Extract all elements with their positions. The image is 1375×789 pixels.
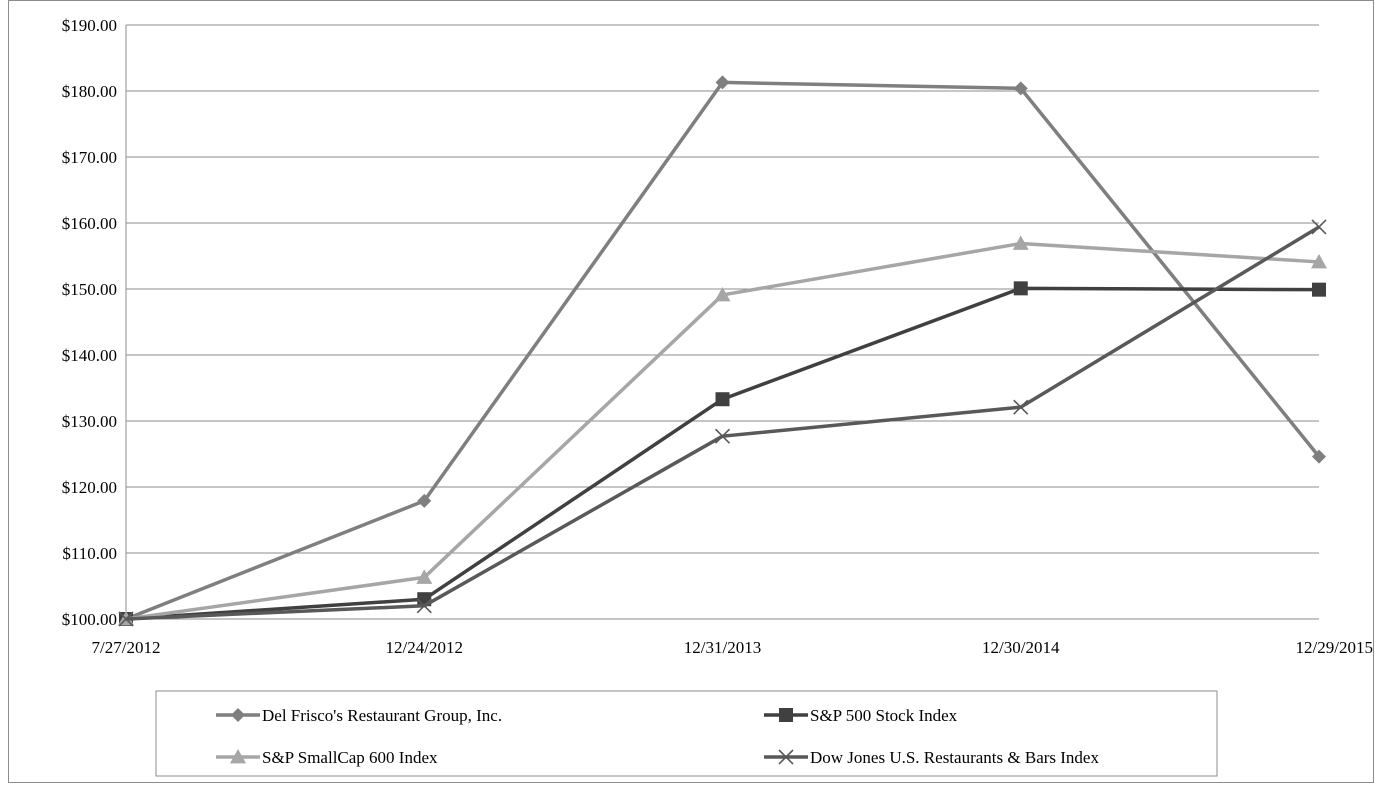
data-point [417,493,432,508]
x-tick-label: 12/29/2015 [1296,638,1373,657]
x-tick-label: 12/31/2013 [684,638,761,657]
x-axis: 7/27/2012 12/24/2012 12/31/2013 12/30/2014 1… [92,638,1373,657]
data-point [1013,281,1028,296]
y-tick-label: $190.00 [62,16,117,35]
legend-label: S&P 500 Stock Index [810,706,958,725]
line-chart: $100.00 $110.00 $120.00 $130.00 $140.00 $150.… [62,16,1373,777]
y-tick-label: $110.00 [62,544,117,563]
legend-item: Dow Jones U.S. Restaurants & Bars Index [764,748,1099,767]
series-3 [118,219,1327,627]
data-point [1312,449,1326,464]
data-point [416,569,433,584]
legend-marker [778,749,794,765]
x-marker-stroke [118,611,134,627]
series-0 [119,75,1326,626]
y-axis: $100.00 $110.00 $120.00 $130.00 $140.00 $150.… [62,16,127,629]
y-tick-label: $130.00 [62,412,117,431]
series-line [125,286,1320,621]
data-point [1013,81,1028,96]
data-point [1311,253,1327,269]
legend-marker [231,708,245,722]
legend-marker [230,749,246,764]
data-point [1012,235,1029,250]
y-tick-label: $140.00 [62,346,117,365]
x-marker-stroke [714,428,731,444]
series-2 [118,235,1327,626]
data-point [715,75,730,90]
legend: Del Frisco's Restaurant Group, Inc. S&P 5… [155,690,1218,777]
x-marker-stroke [1013,399,1029,415]
y-tick-label: $170.00 [62,148,117,167]
y-tick-label: $180.00 [62,82,117,101]
legend-item: S&P SmallCap 600 Index [216,748,438,767]
legend-item: Del Frisco's Restaurant Group, Inc. [216,706,502,725]
x-tick-label: 12/24/2012 [386,638,463,657]
legend-label: Del Frisco's Restaurant Group, Inc. [262,706,502,725]
gridlines [126,24,1319,620]
chart-frame: $100.00 $110.00 $120.00 $130.00 $140.00 $150.… [8,0,1374,783]
y-tick-label: $120.00 [62,478,117,497]
data-point [1013,399,1029,415]
x-tick-label: 7/27/2012 [92,638,161,657]
data-point [715,392,730,407]
legend-item: S&P 500 Stock Index [764,706,958,725]
x-tick-label: 12/30/2014 [982,638,1060,657]
series-line [125,225,1320,621]
data-point [714,286,731,302]
data-point [1312,282,1326,297]
data-point [1311,219,1327,235]
data-point [714,428,731,444]
legend-marker [779,708,793,722]
x-marker-stroke [778,749,794,765]
legend-label: S&P SmallCap 600 Index [262,748,438,767]
legend-box [155,690,1218,777]
y-tick-label: $100.00 [62,610,117,629]
y-tick-label: $150.00 [62,280,117,299]
series-line [125,80,1321,621]
data-point [118,611,134,627]
legend-label: Dow Jones U.S. Restaurants & Bars Index [810,748,1099,767]
y-tick-label: $160.00 [62,214,117,233]
x-marker-stroke [1311,219,1327,235]
data-point [416,598,432,614]
series-group [118,75,1327,627]
x-marker-stroke [416,598,432,614]
